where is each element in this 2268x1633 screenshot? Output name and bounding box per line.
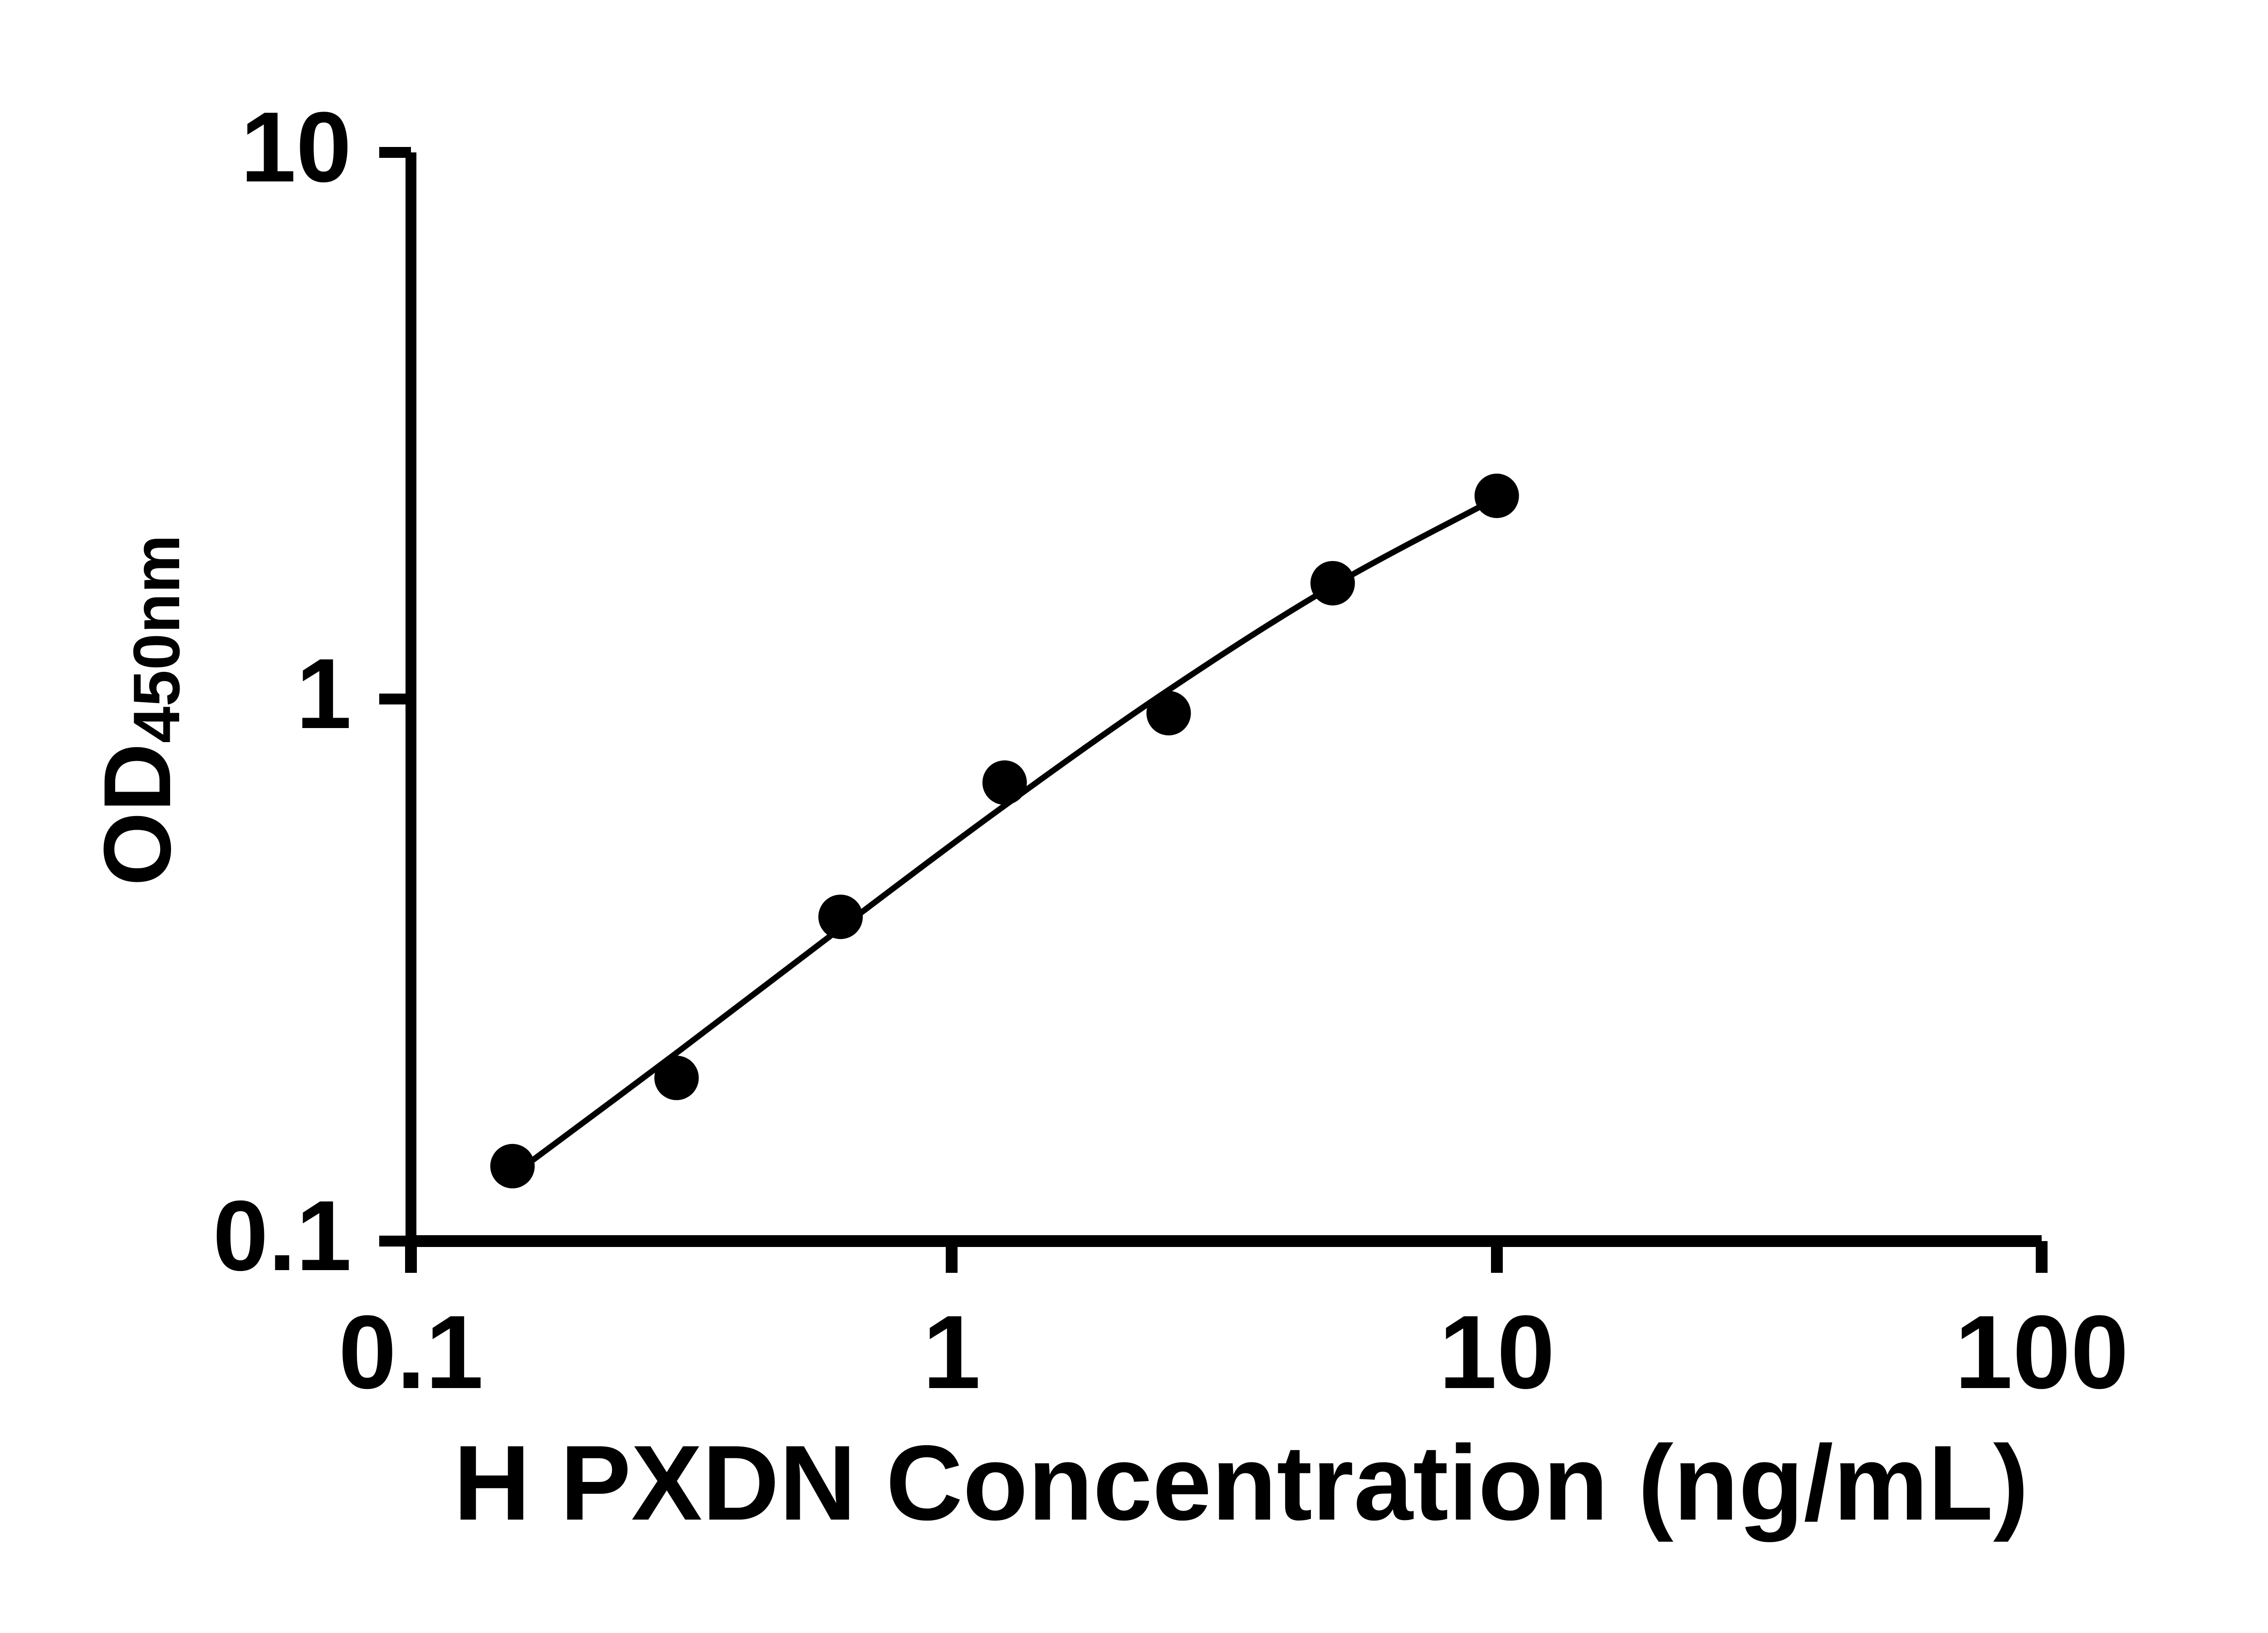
svg-text:10: 10 xyxy=(1439,1294,1555,1410)
svg-text:10: 10 xyxy=(240,91,352,203)
svg-text:H PXDN Concentration (ng/mL): H PXDN Concentration (ng/mL) xyxy=(454,1423,2029,1542)
svg-text:100: 100 xyxy=(1955,1294,2129,1410)
svg-text:1: 1 xyxy=(296,638,352,749)
svg-text:0.1: 0.1 xyxy=(213,1180,352,1291)
svg-text:0.1: 0.1 xyxy=(338,1294,484,1410)
svg-text:1: 1 xyxy=(923,1294,981,1410)
svg-text:OD450nm: OD450nm xyxy=(84,535,193,886)
